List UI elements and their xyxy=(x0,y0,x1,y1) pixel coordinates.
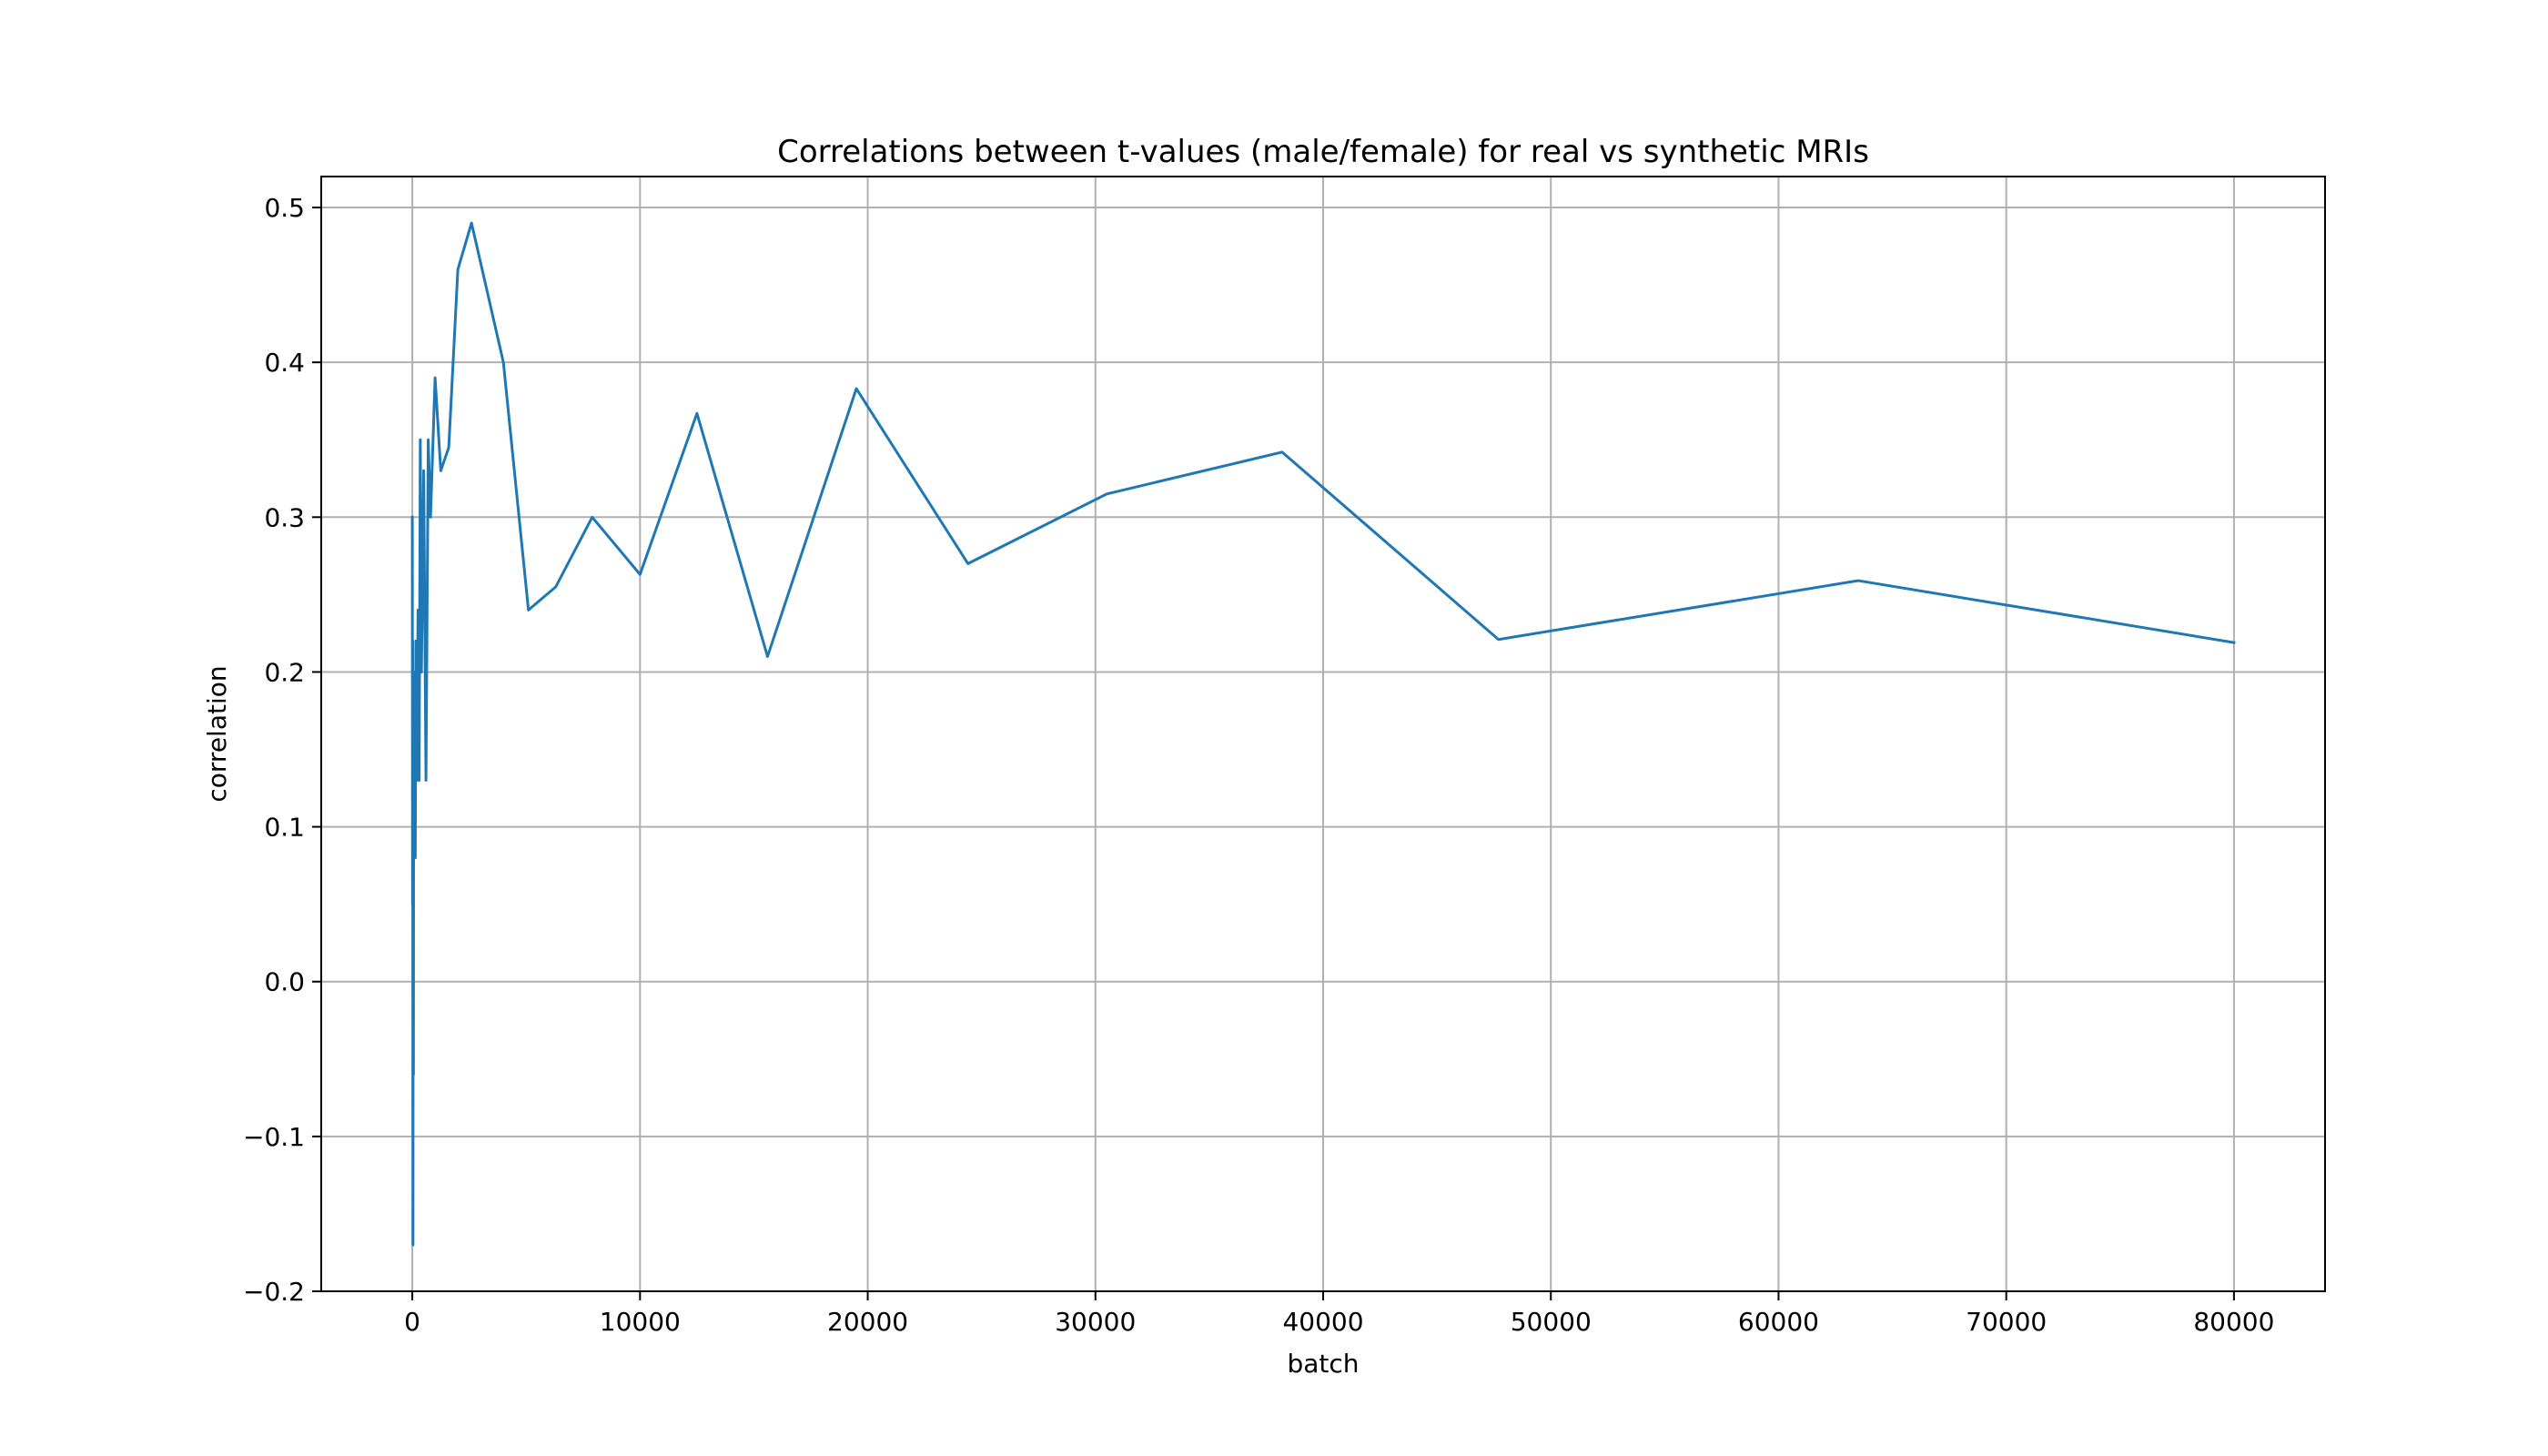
x-tick-label: 80000 xyxy=(2193,1307,2274,1337)
x-tick-label: 40000 xyxy=(1282,1307,1363,1337)
chart-title: Correlations between t-values (male/fema… xyxy=(777,134,1869,170)
x-tick-label: 10000 xyxy=(600,1307,681,1337)
y-tick-label: 0.2 xyxy=(264,657,305,687)
y-tick-label: 0.4 xyxy=(264,348,305,378)
y-tick-label: 0.3 xyxy=(264,502,305,532)
x-tick-label: 50000 xyxy=(1511,1307,1592,1337)
x-tick-label: 60000 xyxy=(1738,1307,1819,1337)
x-tick-label: 20000 xyxy=(827,1307,908,1337)
y-tick-label: 0.0 xyxy=(264,967,305,997)
series-line xyxy=(410,221,2236,1247)
series-layer xyxy=(410,221,2236,1247)
y-tick-label: −0.1 xyxy=(243,1122,305,1152)
y-axis-title: correlation xyxy=(202,665,232,802)
x-axis-title: batch xyxy=(1287,1349,1359,1379)
grid xyxy=(321,177,2325,1292)
plot-frame xyxy=(320,176,2326,1292)
y-tick-label: 0.5 xyxy=(264,193,305,223)
x-tick-label: 0 xyxy=(404,1307,420,1337)
y-tick-label: 0.1 xyxy=(264,813,305,843)
x-tick-label: 70000 xyxy=(1966,1307,2047,1337)
y-tick-label: −0.2 xyxy=(243,1277,305,1307)
x-tick-label: 30000 xyxy=(1055,1307,1136,1337)
axis-ticks: 0 10000 20000 30000 40000 50000 60000 70000 8000… xyxy=(243,193,2274,1337)
